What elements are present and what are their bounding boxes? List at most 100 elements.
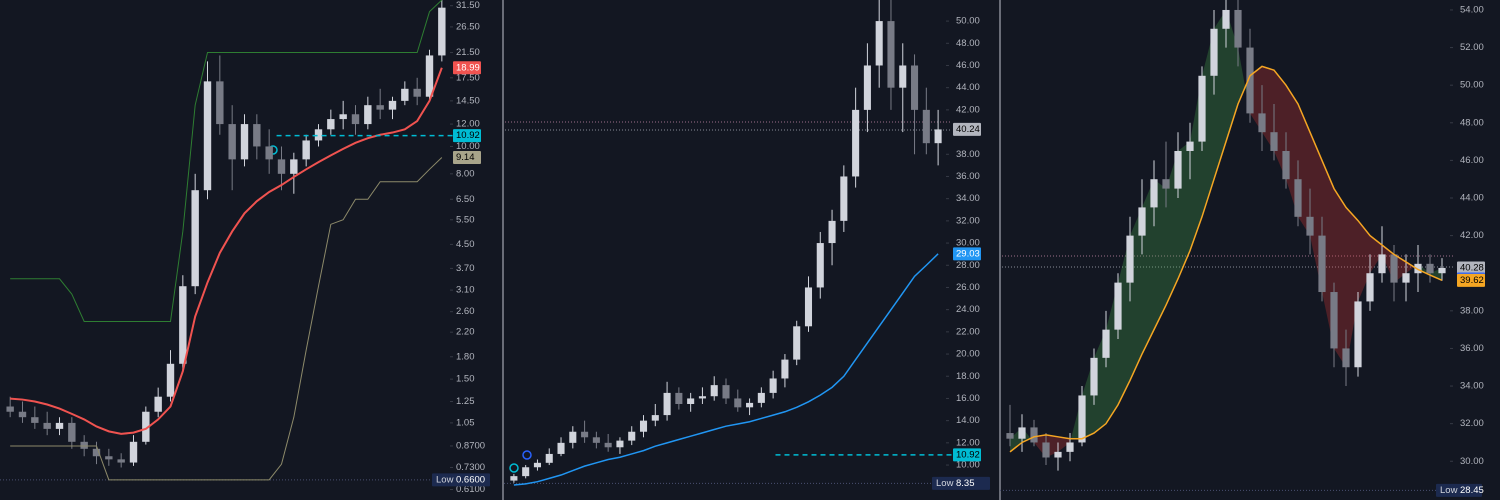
price-label-box bbox=[1457, 261, 1485, 275]
trend-fill bbox=[1406, 261, 1418, 274]
y-tick-label: 32.00 bbox=[956, 215, 980, 226]
candle-body bbox=[510, 476, 518, 481]
candle-body bbox=[793, 326, 801, 360]
y-tick-label: 24.00 bbox=[956, 304, 980, 315]
candle-body bbox=[816, 243, 824, 288]
candle-body bbox=[1402, 273, 1410, 283]
y-tick-label: 32.00 bbox=[1460, 418, 1484, 429]
candle-body bbox=[1210, 28, 1218, 76]
y-tick-label: 38.00 bbox=[956, 149, 980, 160]
candle-body bbox=[166, 363, 175, 397]
low-label-box bbox=[932, 476, 990, 490]
price-label: 10.92 bbox=[456, 130, 480, 141]
candle-body bbox=[804, 287, 813, 327]
y-tick-label: 0.7300 bbox=[456, 462, 485, 473]
candle-body bbox=[1198, 75, 1206, 142]
y-tick-label: 16.00 bbox=[956, 393, 980, 404]
candle-body bbox=[43, 422, 51, 429]
candle-body bbox=[698, 396, 706, 399]
indicator-line bbox=[10, 157, 443, 481]
y-tick-label: 31.50 bbox=[456, 0, 480, 11]
y-tick-label: 22.00 bbox=[956, 326, 980, 337]
y-tick-label: 48.00 bbox=[956, 38, 980, 49]
candle-body bbox=[327, 119, 335, 130]
candle-body bbox=[6, 406, 14, 412]
candle-body bbox=[581, 431, 589, 438]
candle-body bbox=[1390, 254, 1398, 283]
candle-body bbox=[1318, 235, 1326, 293]
candle-body bbox=[1270, 132, 1278, 151]
candle-body bbox=[1042, 442, 1050, 458]
y-tick-label: 44.00 bbox=[1460, 193, 1484, 204]
candle-body bbox=[592, 437, 600, 443]
y-tick-label: 30.00 bbox=[1460, 456, 1484, 467]
candle-body bbox=[290, 159, 298, 174]
candle-body bbox=[55, 422, 64, 429]
trend-fill bbox=[1358, 220, 1370, 302]
candle-body bbox=[1354, 301, 1362, 368]
y-tick-label: 3.10 bbox=[456, 285, 475, 296]
candle-body bbox=[616, 440, 624, 448]
candle-body bbox=[675, 392, 683, 404]
candle-body bbox=[68, 422, 76, 442]
y-tick-label: 26.00 bbox=[956, 282, 980, 293]
candle-body bbox=[253, 124, 261, 147]
candle-body bbox=[1102, 329, 1110, 358]
candle-body bbox=[1054, 451, 1062, 458]
y-tick-label: 36.00 bbox=[1460, 343, 1484, 354]
indicator-line bbox=[10, 67, 443, 435]
candle-body bbox=[1150, 179, 1158, 208]
trend-fill bbox=[1058, 436, 1070, 452]
price-label-box bbox=[453, 150, 481, 164]
candle-body bbox=[1258, 113, 1266, 133]
candle-body bbox=[1138, 207, 1146, 236]
candle-body bbox=[1078, 395, 1086, 443]
y-tick-label: 36.00 bbox=[956, 171, 980, 182]
candle-body bbox=[1366, 273, 1374, 302]
candle-body bbox=[875, 21, 883, 66]
candle-body bbox=[1186, 141, 1194, 151]
candle-body bbox=[1282, 150, 1290, 180]
candle-body bbox=[651, 415, 659, 421]
candle-body bbox=[92, 448, 101, 457]
price-label-box bbox=[1457, 273, 1485, 287]
y-tick-label: 14.00 bbox=[956, 415, 980, 426]
candle-body bbox=[887, 21, 895, 88]
candle-body bbox=[922, 109, 930, 144]
y-tick-label: 3.70 bbox=[456, 263, 475, 274]
y-tick-label: 26.50 bbox=[456, 21, 480, 32]
low-label-box bbox=[1436, 483, 1482, 497]
y-tick-label: 48.00 bbox=[1460, 117, 1484, 128]
candle-body bbox=[604, 442, 612, 448]
y-tick-label: 6.50 bbox=[456, 194, 475, 205]
candle-body bbox=[1378, 254, 1386, 274]
candle-body bbox=[852, 109, 860, 177]
low-value: 28.45 bbox=[1460, 485, 1484, 496]
price-label-box bbox=[953, 448, 981, 462]
price-label-box bbox=[453, 129, 481, 143]
trend-fill bbox=[1346, 207, 1358, 368]
y-tick-label: 20.00 bbox=[956, 349, 980, 360]
y-tick-label: 4.50 bbox=[456, 239, 475, 250]
candle-body bbox=[710, 385, 718, 397]
y-tick-label: 42.00 bbox=[956, 104, 980, 115]
y-tick-label: 0.6100 bbox=[456, 484, 485, 495]
candle-body bbox=[265, 146, 273, 160]
low-label-box bbox=[432, 473, 490, 487]
y-tick-label: 21.50 bbox=[456, 47, 480, 58]
candle-body bbox=[31, 417, 39, 423]
candle-body bbox=[557, 442, 565, 454]
indicator-line bbox=[1009, 65, 1443, 453]
candle-body bbox=[1330, 292, 1338, 349]
y-tick-label: 42.00 bbox=[1460, 230, 1484, 241]
candle-body bbox=[1030, 427, 1038, 443]
price-label: 29.03 bbox=[956, 248, 980, 259]
candle-body bbox=[1306, 216, 1314, 236]
y-tick-label: 10.00 bbox=[456, 141, 480, 152]
candle-body bbox=[687, 398, 695, 404]
candle-body bbox=[80, 441, 88, 449]
candle-body bbox=[105, 456, 113, 460]
y-tick-label: 14.50 bbox=[456, 95, 480, 106]
y-tick-label: 1.50 bbox=[456, 374, 475, 385]
candle-body bbox=[351, 114, 360, 125]
